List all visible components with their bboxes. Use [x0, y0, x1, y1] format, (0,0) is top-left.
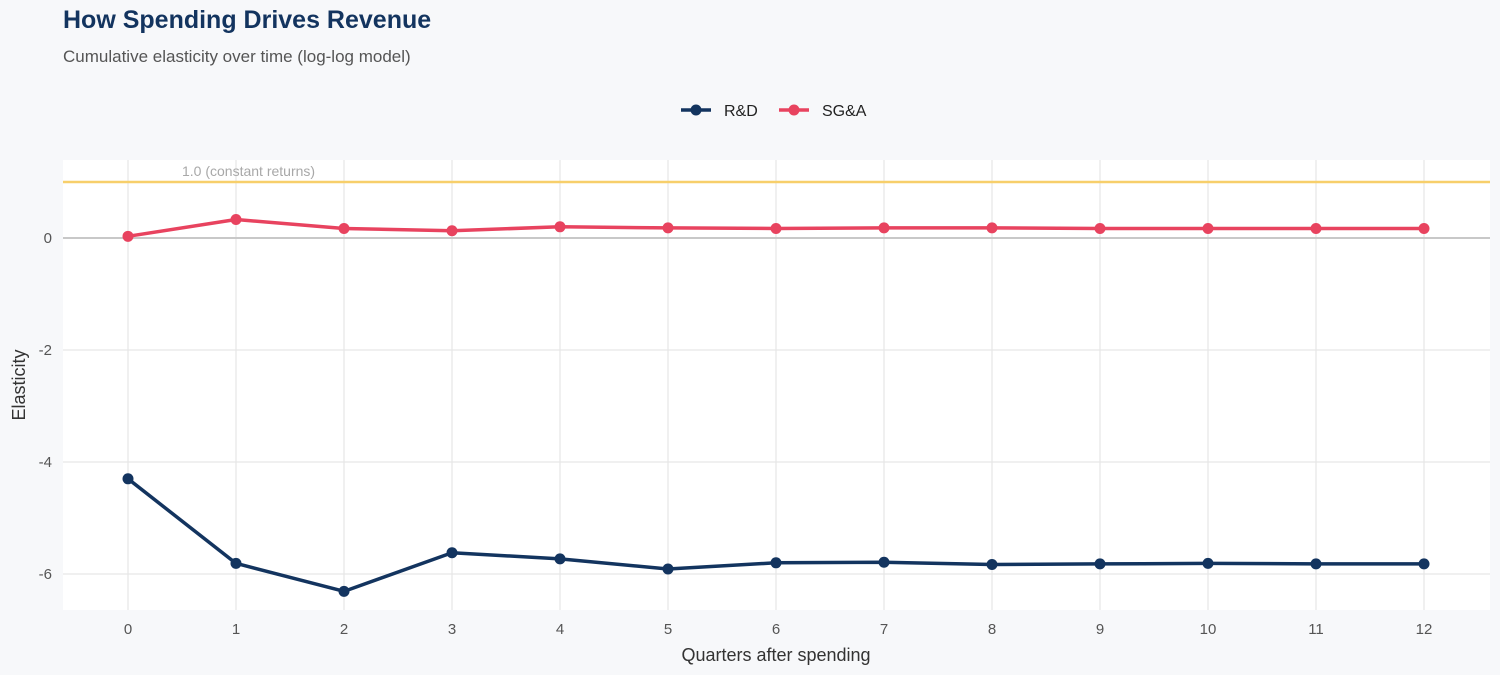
- y-tick-label: -6: [39, 566, 52, 583]
- data-point: [1310, 222, 1322, 234]
- data-point: [1310, 558, 1322, 570]
- chart-title: How Spending Drives Revenue: [63, 6, 432, 34]
- data-point: [338, 222, 350, 234]
- data-point: [446, 225, 458, 237]
- data-point: [770, 557, 782, 569]
- data-point: [554, 553, 566, 565]
- data-point: [230, 557, 242, 569]
- data-point: [1202, 222, 1214, 234]
- data-point: [878, 556, 890, 568]
- legend: R&D SG&A: [681, 103, 867, 120]
- legend-label: R&D: [724, 103, 758, 120]
- y-tick-label: -2: [39, 342, 52, 359]
- data-point: [1094, 558, 1106, 570]
- x-tick-label: 3: [448, 621, 456, 638]
- x-tick-label: 11: [1308, 621, 1324, 638]
- y-tick-label: 0: [44, 230, 52, 247]
- x-tick-label: 5: [664, 621, 672, 638]
- data-point: [986, 222, 998, 234]
- x-tick-label: 7: [880, 621, 888, 638]
- x-axis-label: Quarters after spending: [681, 645, 870, 665]
- legend-swatch-point: [690, 104, 702, 116]
- chart-subtitle: Cumulative elasticity over time (log-log…: [63, 47, 411, 66]
- y-axis-label: Elasticity: [9, 349, 29, 420]
- reference-line-label: 1.0 (constant returns): [182, 163, 315, 179]
- data-point: [1418, 222, 1430, 234]
- x-tick-label: 4: [556, 621, 564, 638]
- data-point: [1202, 557, 1214, 569]
- legend-label: SG&A: [822, 103, 867, 120]
- x-tick-label: 8: [988, 621, 996, 638]
- x-tick-label: 12: [1416, 621, 1433, 638]
- x-tick-label: 2: [340, 621, 348, 638]
- data-point: [662, 563, 674, 575]
- data-point: [122, 473, 134, 485]
- y-tick-label: -4: [39, 454, 52, 471]
- data-point: [878, 222, 890, 234]
- data-point: [230, 214, 242, 226]
- data-point: [770, 222, 782, 234]
- data-point: [662, 222, 674, 234]
- data-point: [554, 221, 566, 233]
- data-point: [1418, 558, 1430, 570]
- data-point: [1094, 222, 1106, 234]
- data-point: [446, 547, 458, 559]
- x-tick-label: 0: [124, 621, 132, 638]
- x-tick-label: 10: [1200, 621, 1217, 638]
- x-tick-label: 9: [1096, 621, 1104, 638]
- data-point: [122, 230, 134, 242]
- x-tick-label: 1: [232, 621, 240, 638]
- data-point: [986, 558, 998, 570]
- legend-swatch-point: [788, 104, 800, 116]
- x-tick-label: 6: [772, 621, 780, 638]
- data-point: [338, 585, 350, 597]
